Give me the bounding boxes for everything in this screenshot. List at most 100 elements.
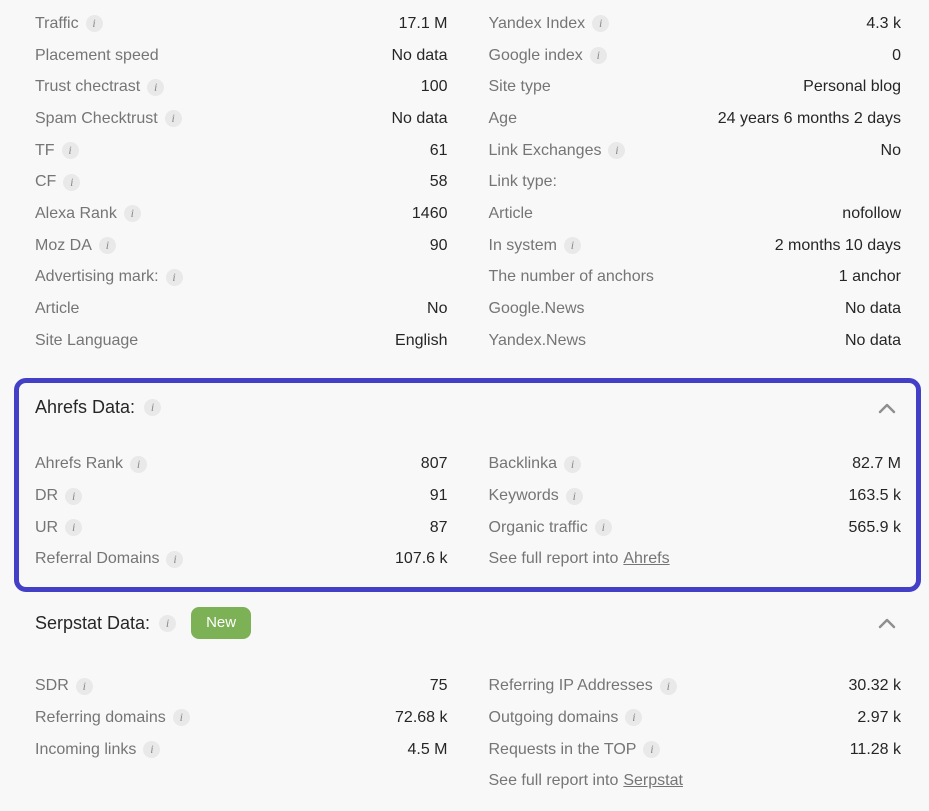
info-icon[interactable]: i — [643, 741, 661, 759]
info-icon[interactable]: i — [147, 78, 165, 96]
info-icon[interactable]: i — [166, 550, 184, 568]
metric-row: TF i 61 — [35, 135, 448, 167]
ahrefs-right-column: Backlinka i 82.7 M Keywords i 163.5 k Organic … — [489, 449, 902, 576]
metric-row: Article nofollow — [489, 198, 902, 230]
metric-value: 4.5 M — [407, 740, 448, 758]
info-icon[interactable]: i — [589, 47, 607, 65]
metric-label: Outgoing domains i — [489, 709, 643, 727]
metric-label: Site Language — [35, 331, 139, 349]
metric-value: 2.97 k — [857, 708, 901, 726]
metric-value: 90 — [429, 236, 448, 254]
metric-label: Traffic i — [35, 15, 103, 33]
info-icon[interactable]: i — [592, 15, 610, 33]
metric-row: Placement speed No data — [35, 40, 448, 72]
serpstat-collapse-button[interactable] — [875, 613, 899, 633]
metric-row: Referring IP Addresses i 30.32 k — [489, 670, 901, 702]
info-icon[interactable]: i — [563, 455, 581, 473]
metric-row: Yandex Index i 4.3 k — [489, 8, 901, 40]
ahrefs-collapse-button[interactable] — [875, 398, 899, 418]
metric-value: 30.32 k — [848, 677, 901, 695]
metric-label: Placement speed — [35, 46, 159, 64]
metric-row: SDR i 75 — [35, 670, 448, 702]
metric-row: Backlinka i 82.7 M — [489, 449, 901, 481]
metric-value: 1 anchor — [838, 268, 901, 286]
metric-label: Trust chectrast i — [35, 78, 165, 96]
metric-label: UR i — [35, 519, 83, 537]
metric-row: Article No — [35, 293, 448, 325]
metric-label: Requests in the TOP i — [489, 741, 661, 759]
metric-value: 100 — [420, 78, 448, 96]
info-icon[interactable]: i — [159, 614, 177, 632]
metric-label: Alexa Rank i — [35, 205, 141, 223]
metric-label: SDR i — [35, 677, 93, 695]
metric-row: Requests in the TOP i 11.28 k — [489, 734, 901, 766]
metric-row: UR i 87 — [35, 512, 448, 544]
metric-label: DR i — [35, 487, 83, 505]
metric-row: Ahrefs Rank i 807 — [35, 449, 448, 481]
metric-value: 107.6 k — [395, 550, 448, 568]
info-icon[interactable]: i — [123, 205, 141, 223]
info-icon[interactable]: i — [85, 15, 103, 33]
metric-label: The number of anchors — [488, 268, 654, 286]
metric-row: Site Language English — [35, 325, 448, 357]
info-icon[interactable]: i — [63, 173, 81, 191]
metric-row: Outgoing domains i 2.97 k — [489, 702, 901, 734]
metric-label: Referring domains i — [35, 709, 190, 727]
metric-label: See full report into Serpstat — [488, 772, 683, 790]
metric-label: Age — [488, 109, 517, 127]
metric-row: Google.News No data — [489, 293, 902, 325]
info-icon[interactable]: i — [61, 142, 79, 160]
metric-value: No data — [844, 331, 901, 349]
info-icon[interactable]: i — [130, 455, 148, 473]
metric-value: English — [395, 331, 448, 349]
metric-label: Referring IP Addresses i — [489, 677, 677, 695]
metric-label: Yandex.News — [488, 331, 587, 349]
metric-value: 75 — [429, 677, 448, 695]
metric-row: Age 24 years 6 months 2 days — [489, 103, 902, 135]
metric-label: Spam Checktrust i — [35, 110, 182, 128]
serpstat-report-link[interactable]: Serpstat — [623, 772, 683, 790]
metric-row: Advertising mark: i — [35, 262, 448, 294]
metric-row: Spam Checktrust i No data — [35, 103, 448, 135]
metric-value: nofollow — [842, 204, 901, 222]
metric-value: 11.28 k — [849, 740, 901, 758]
info-icon[interactable]: i — [594, 519, 612, 537]
main-metrics-section: Traffic i 17.1 M Placement speed No data Trus… — [0, 0, 929, 357]
info-icon[interactable]: i — [659, 677, 677, 695]
metric-value: No data — [391, 46, 448, 64]
serpstat-data-section: Serpstat Data: i New SDR i 75 Referring dom… — [0, 607, 929, 797]
metric-value: 163.5 k — [848, 487, 901, 505]
metric-value: 72.68 k — [395, 708, 448, 726]
metric-row: Moz DA i 90 — [35, 230, 448, 262]
info-icon[interactable]: i — [98, 237, 116, 255]
metric-value: No — [427, 300, 448, 318]
ahrefs-section-title: Ahrefs Data: — [35, 397, 136, 418]
ahrefs-report-link[interactable]: Ahrefs — [623, 550, 670, 568]
metric-row: Referral Domains i 107.6 k — [35, 544, 448, 576]
info-icon[interactable]: i — [65, 487, 83, 505]
metric-label: Moz DA i — [35, 237, 116, 255]
info-icon[interactable]: i — [608, 142, 626, 160]
info-icon[interactable]: i — [144, 399, 162, 417]
info-icon[interactable]: i — [165, 268, 183, 286]
info-icon[interactable]: i — [172, 709, 190, 727]
metric-value: 4.3 k — [866, 14, 901, 32]
info-icon[interactable]: i — [75, 677, 93, 695]
info-icon[interactable]: i — [563, 237, 581, 255]
metric-row: Link Exchanges i No — [489, 135, 901, 167]
info-icon[interactable]: i — [565, 487, 583, 505]
metric-value: No data — [844, 300, 901, 318]
report-link-row: See full report into Serpstat — [489, 765, 902, 797]
metric-row: Alexa Rank i 1460 — [35, 198, 448, 230]
info-icon[interactable]: i — [65, 519, 83, 537]
info-icon[interactable]: i — [143, 741, 161, 759]
info-icon[interactable]: i — [164, 110, 182, 128]
metric-row: CF i 58 — [35, 166, 448, 198]
metric-value: 0 — [892, 46, 901, 64]
info-icon[interactable]: i — [625, 709, 643, 727]
metric-value: No data — [391, 109, 448, 127]
metric-value: Personal blog — [803, 78, 901, 96]
metric-value: 807 — [420, 455, 448, 473]
metric-label: Yandex Index i — [489, 15, 610, 33]
metric-value: 565.9 k — [848, 518, 901, 536]
